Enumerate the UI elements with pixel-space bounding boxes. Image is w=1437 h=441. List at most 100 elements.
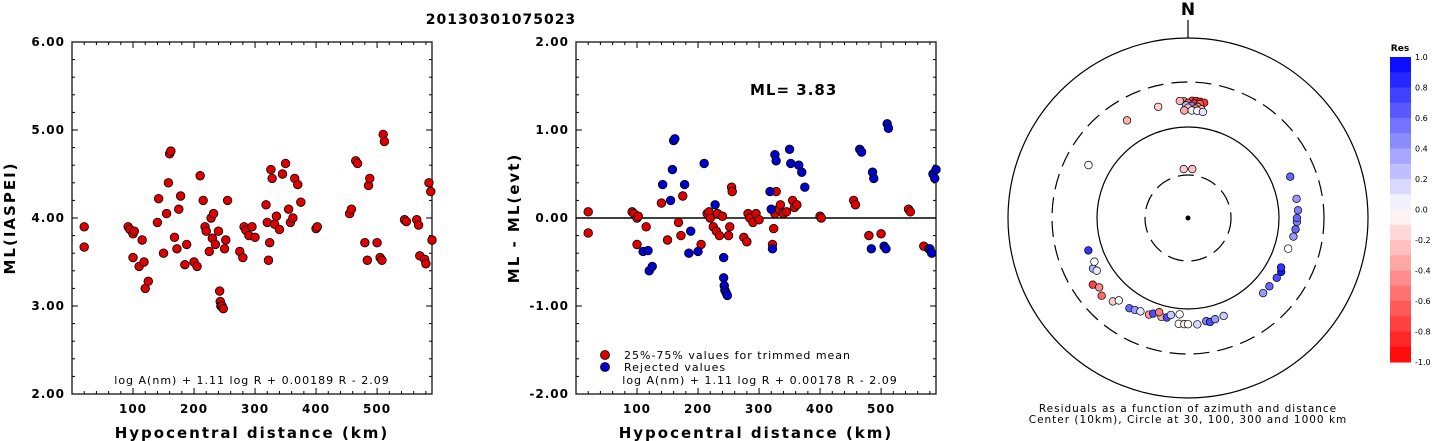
- mid-x-tick-label: 300: [745, 402, 773, 416]
- left-y-tick-label: 5.00: [31, 123, 65, 137]
- data-point: [153, 193, 164, 204]
- polar-point: [1179, 164, 1188, 174]
- data-point: [362, 255, 373, 265]
- colorbar-tick-label: -0.8: [1415, 328, 1431, 337]
- data-point: [264, 237, 275, 248]
- data-point: [161, 208, 172, 219]
- data-point: [781, 207, 792, 217]
- data-point: [312, 222, 322, 232]
- data-point: [377, 255, 387, 265]
- data-point: [722, 290, 733, 301]
- polar-point: [1198, 107, 1208, 117]
- legend-label-trimmed: 25%-75% values for trimmed mean: [624, 349, 851, 362]
- colorbar-swatch: [1390, 224, 1411, 241]
- data-point: [766, 204, 776, 214]
- data-point: [784, 144, 795, 155]
- left-axis-ticks: 100 200 300 400 500 2.00 3.00 4.00 5.00 6.00: [31, 35, 432, 416]
- data-point: [930, 173, 940, 184]
- data-point: [208, 208, 219, 219]
- data-point: [869, 173, 879, 184]
- ring-100km: [1096, 126, 1280, 310]
- data-point: [129, 226, 139, 236]
- polar-point: [1084, 160, 1093, 170]
- left-y-tick-label: 4.00: [31, 211, 65, 225]
- left-y-axis-label: ML(IASPEI): [1, 161, 19, 274]
- data-point: [277, 169, 288, 179]
- data-point: [717, 211, 728, 221]
- mid-x-tick-label: 500: [867, 402, 895, 416]
- colorbar-swatch: [1390, 179, 1411, 195]
- data-point: [346, 204, 357, 214]
- mid-y-tick-label: 1.00: [535, 123, 569, 137]
- data-point: [786, 158, 796, 169]
- polar-point: [1095, 283, 1104, 292]
- data-point: [175, 191, 186, 201]
- polar-point: [1292, 213, 1302, 223]
- polar-data-points: [1084, 96, 1303, 329]
- data-point: [296, 197, 306, 207]
- data-point: [931, 164, 941, 175]
- data-point: [424, 178, 434, 188]
- polar-point: [1114, 296, 1123, 305]
- colorbar-title: Res: [1391, 44, 1409, 54]
- colorbar-tick-label: -0.6: [1415, 297, 1431, 306]
- data-point: [182, 239, 192, 250]
- legend-label-rejected: Rejected values: [624, 361, 726, 374]
- polar-point: [1265, 282, 1274, 291]
- colorbar-tick-label: -0.2: [1415, 236, 1431, 245]
- legend-marker-trimmed: [600, 350, 610, 360]
- legend-marker-rejected: [600, 362, 610, 372]
- data-point: [723, 230, 734, 241]
- polar-point: [1155, 308, 1164, 317]
- data-point: [686, 226, 696, 236]
- colorbar-tick-label: 0.6: [1415, 114, 1428, 123]
- data-point: [198, 195, 208, 206]
- left-x-axis-label: Hypocentral distance (km): [115, 424, 390, 441]
- colorbar-swatch: [1390, 133, 1411, 149]
- polar-point: [1258, 288, 1268, 298]
- colorbar-swatch: [1390, 118, 1411, 134]
- data-point: [152, 217, 163, 228]
- polar-point: [1188, 164, 1197, 174]
- polar-point: [1154, 102, 1163, 111]
- data-point: [263, 255, 274, 265]
- colorbar-swatch: [1390, 316, 1411, 332]
- data-point: [673, 217, 684, 228]
- data-point: [379, 136, 390, 147]
- left-y-tick-label: 2.00: [31, 387, 65, 401]
- colorbar-swatch: [1390, 163, 1411, 180]
- data-point: [267, 173, 277, 184]
- ml-vs-distance-plot: 100 200 300 400 500 2.00 3.00 4.00 5.00 6.00 Hypo…: [1, 35, 437, 441]
- left-formula: log A(nm) + 1.11 log R + 0.00189 R - 2.0…: [114, 374, 389, 387]
- data-point: [797, 167, 807, 177]
- ml-annotation: ML= 3.83: [750, 81, 837, 99]
- data-point: [426, 186, 436, 197]
- data-point: [927, 248, 937, 258]
- data-point: [670, 134, 680, 144]
- mid-x-tick-label: 100: [623, 402, 651, 416]
- data-point: [754, 215, 764, 225]
- data-point: [288, 213, 298, 223]
- polar-point: [1090, 257, 1099, 266]
- colorbar-swatch: [1390, 102, 1411, 119]
- colorbar-swatch: [1390, 346, 1411, 363]
- polar-point: [1097, 291, 1106, 300]
- data-point: [767, 244, 778, 254]
- data-point: [139, 257, 149, 267]
- data-point: [742, 237, 752, 247]
- data-point: [427, 235, 437, 245]
- left-plot-frame: [71, 41, 433, 395]
- data-point: [79, 222, 89, 232]
- mid-x-tick-label: 400: [806, 402, 834, 416]
- data-point: [632, 239, 642, 250]
- polar-point: [1175, 96, 1184, 106]
- colorbar-swatch: [1390, 285, 1411, 302]
- data-point: [401, 216, 412, 227]
- legend: 25%-75% values for trimmed mean Rejected…: [600, 349, 851, 374]
- left-x-tick-label: 500: [363, 402, 391, 416]
- data-point: [679, 179, 690, 190]
- data-point: [883, 123, 894, 133]
- ring-30km: [1144, 174, 1232, 262]
- north-label: N: [1181, 0, 1195, 20]
- left-x-tick-label: 100: [119, 402, 147, 416]
